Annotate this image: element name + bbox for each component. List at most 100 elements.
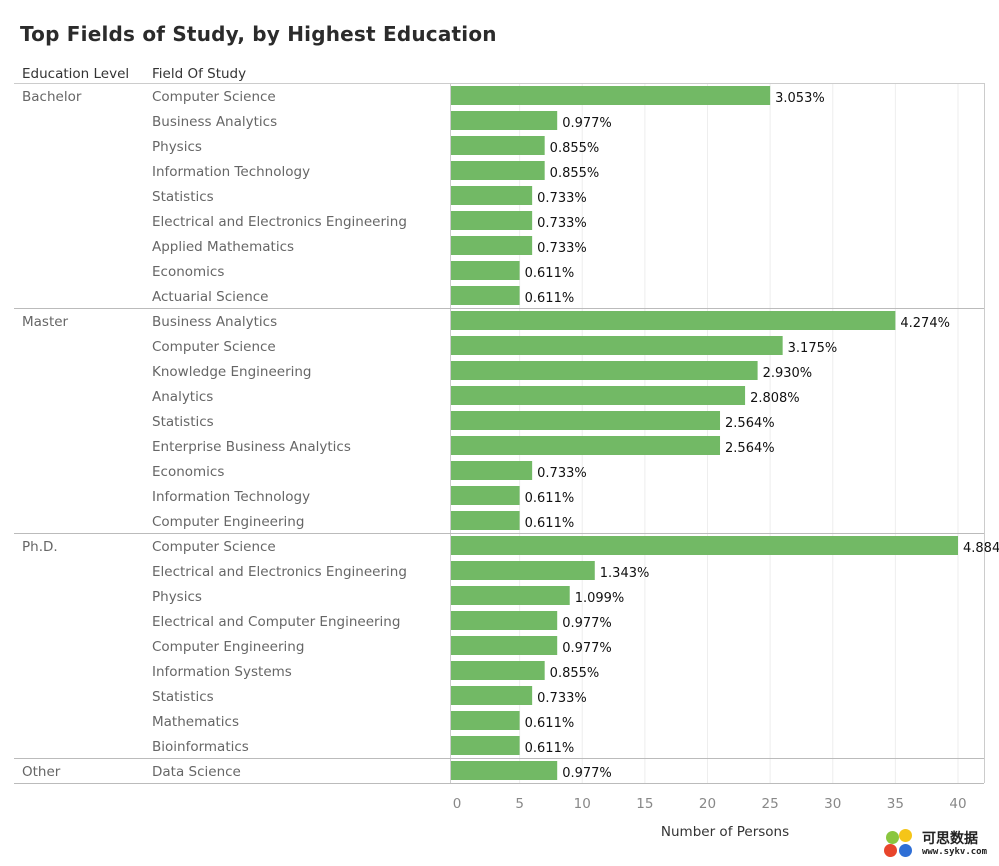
x-tick-label: 10 xyxy=(574,796,591,812)
logo-dots-icon xyxy=(884,829,920,859)
data-label: 3.175% xyxy=(788,341,838,356)
bar xyxy=(451,711,520,730)
header-education-level: Education Level xyxy=(22,66,129,82)
bar xyxy=(451,486,520,505)
bar xyxy=(451,86,771,105)
field-label: Statistics xyxy=(152,189,214,205)
bar xyxy=(451,636,558,655)
education-level-label: Bachelor xyxy=(22,89,82,105)
bar xyxy=(451,361,758,380)
field-label: Information Technology xyxy=(152,164,310,180)
bar xyxy=(451,511,520,530)
data-label: 0.733% xyxy=(537,241,587,256)
field-label: Enterprise Business Analytics xyxy=(152,439,351,455)
x-tick-label: 20 xyxy=(699,796,716,812)
field-label: Analytics xyxy=(152,389,213,405)
chart-title: Top Fields of Study, by Highest Educatio… xyxy=(20,22,497,46)
education-level-label: Master xyxy=(22,314,69,330)
field-label: Applied Mathematics xyxy=(152,239,294,255)
bar xyxy=(451,136,545,155)
watermark-logo: 可思数据 www.sykv.com xyxy=(884,827,996,861)
header-field-of-study: Field Of Study xyxy=(152,66,246,82)
data-label: 4.884% xyxy=(963,541,999,556)
data-label: 0.977% xyxy=(562,641,612,656)
bar xyxy=(451,436,721,455)
field-label: Economics xyxy=(152,464,224,480)
bar xyxy=(451,311,896,330)
bar xyxy=(451,611,558,630)
field-label: Electrical and Electronics Engineering xyxy=(152,214,407,230)
bar xyxy=(451,111,558,130)
watermark-name: 可思数据 xyxy=(922,831,978,847)
field-label: Business Analytics xyxy=(152,314,277,330)
field-label: Physics xyxy=(152,139,202,155)
data-label: 0.611% xyxy=(525,491,575,506)
x-axis-title: Number of Persons xyxy=(661,824,789,840)
data-label: 3.053% xyxy=(775,91,825,106)
bar xyxy=(451,736,520,755)
field-label: Knowledge Engineering xyxy=(152,364,312,380)
data-label: 0.977% xyxy=(562,616,612,631)
field-label: Bioinformatics xyxy=(152,739,249,755)
x-tick-label: 40 xyxy=(949,796,966,812)
data-label: 2.930% xyxy=(763,366,813,381)
bar xyxy=(451,261,520,280)
field-label: Computer Science xyxy=(152,339,276,355)
data-label: 0.977% xyxy=(562,766,612,781)
bar xyxy=(451,561,595,580)
education-level-label: Other xyxy=(22,764,61,780)
bar xyxy=(451,536,958,555)
field-label: Actuarial Science xyxy=(152,289,269,305)
bar xyxy=(451,286,520,305)
data-label: 0.611% xyxy=(525,291,575,306)
x-tick-label: 30 xyxy=(824,796,841,812)
field-label: Economics xyxy=(152,264,224,280)
data-label: 0.977% xyxy=(562,116,612,131)
x-tick-label: 15 xyxy=(636,796,653,812)
data-label: 0.855% xyxy=(550,166,600,181)
bar xyxy=(451,236,533,255)
x-tick-label: 35 xyxy=(887,796,904,812)
bar xyxy=(451,161,545,180)
data-label: 0.611% xyxy=(525,716,575,731)
field-label: Business Analytics xyxy=(152,114,277,130)
education-level-label: Ph.D. xyxy=(22,539,58,555)
field-label: Data Science xyxy=(152,764,241,780)
x-tick-label: 0 xyxy=(453,796,462,812)
data-label: 1.099% xyxy=(575,591,625,606)
field-label: Electrical and Computer Engineering xyxy=(152,614,400,630)
data-label: 0.611% xyxy=(525,266,575,281)
field-label: Mathematics xyxy=(152,714,239,730)
data-label: 0.733% xyxy=(537,216,587,231)
field-label: Computer Engineering xyxy=(152,514,304,530)
data-label: 0.733% xyxy=(537,466,587,481)
data-label: 2.808% xyxy=(750,391,800,406)
field-label: Computer Science xyxy=(152,89,276,105)
data-label: 2.564% xyxy=(725,416,775,431)
data-label: 1.343% xyxy=(600,566,650,581)
field-label: Electrical and Electronics Engineering xyxy=(152,564,407,580)
bar xyxy=(451,411,721,430)
bar xyxy=(451,586,570,605)
bar xyxy=(451,186,533,205)
field-label: Computer Science xyxy=(152,539,276,555)
data-label: 0.855% xyxy=(550,666,600,681)
field-label: Computer Engineering xyxy=(152,639,304,655)
field-label: Statistics xyxy=(152,689,214,705)
bar xyxy=(451,461,533,480)
data-label: 4.274% xyxy=(900,316,950,331)
bar xyxy=(451,661,545,680)
bar xyxy=(451,386,746,405)
data-label: 0.611% xyxy=(525,741,575,756)
watermark-url: www.sykv.com xyxy=(922,847,988,857)
data-label: 0.733% xyxy=(537,691,587,706)
bar xyxy=(451,686,533,705)
data-label: 0.855% xyxy=(550,141,600,156)
field-label: Statistics xyxy=(152,414,214,430)
field-label: Information Systems xyxy=(152,664,292,680)
bar xyxy=(451,336,783,355)
field-label: Physics xyxy=(152,589,202,605)
data-label: 0.611% xyxy=(525,516,575,531)
bar xyxy=(451,761,558,780)
